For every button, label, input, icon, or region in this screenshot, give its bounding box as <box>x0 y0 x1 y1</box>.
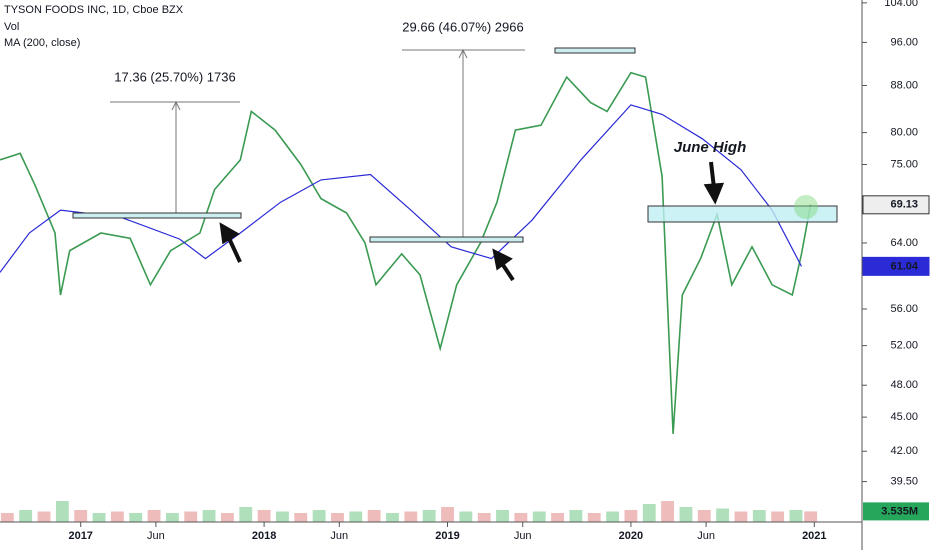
volume-bar <box>129 513 143 522</box>
volume-bar <box>0 513 14 522</box>
drawings <box>72 47 838 243</box>
volume-bar <box>514 513 528 522</box>
volume-bar <box>496 510 509 522</box>
volume-bar <box>532 511 546 522</box>
arrowhead <box>703 182 725 205</box>
y-tick-label: 88.00 <box>890 79 918 91</box>
x-tick-label: Jun <box>697 530 715 542</box>
volume-bar <box>294 513 308 522</box>
volume-value-box <box>863 502 929 521</box>
volume-bar <box>569 510 583 522</box>
volume-bar <box>422 510 436 522</box>
x-tick-label: 2019 <box>435 530 459 542</box>
volume-bar <box>804 511 818 522</box>
series-layer <box>0 71 812 434</box>
x-tick-label: 2021 <box>802 530 826 542</box>
y-tick-label: 96.00 <box>890 36 918 48</box>
x-tick-label: Jun <box>514 530 532 542</box>
volume-bar <box>624 510 638 522</box>
volume-bar <box>606 511 619 522</box>
volume-bar <box>752 510 766 522</box>
y-tick-label: 80.00 <box>890 126 918 138</box>
volume-bar <box>587 513 601 522</box>
y-tick-label: 42.00 <box>890 445 918 457</box>
volume-bar <box>697 510 711 522</box>
y-tick-label: 52.00 <box>890 340 918 352</box>
resistance-level <box>554 47 636 54</box>
support-level <box>72 212 242 219</box>
axis-value-box <box>862 256 930 276</box>
volume-bar <box>312 510 326 522</box>
y-tick-label: 56.00 <box>890 303 918 315</box>
volume-layer <box>0 501 818 522</box>
volume-bar <box>202 510 216 522</box>
volume-bar <box>477 513 491 522</box>
y-tick-label: 64.00 <box>890 237 918 249</box>
arrowhead <box>219 222 240 245</box>
volume-bar <box>19 510 33 522</box>
axis-value-label: 61.04 <box>890 260 918 272</box>
arrowhead <box>492 248 513 271</box>
volume-bar <box>92 513 106 522</box>
volume-bar <box>349 511 363 522</box>
volume-bar <box>165 513 179 522</box>
volume-bar <box>257 510 271 522</box>
measure-arrow <box>171 100 181 111</box>
x-tick-label: Jun <box>330 530 348 542</box>
x-tick-label: Jun <box>147 530 165 542</box>
y-tick-label: 48.00 <box>890 379 918 391</box>
volume-bar <box>276 511 289 522</box>
y-tick-label: 104.00 <box>884 0 918 9</box>
volume-bar <box>642 504 656 522</box>
legend-title: TYSON FOODS INC, 1D, Cboe BZX <box>4 4 184 16</box>
volume-bar <box>789 510 803 522</box>
june-high-zone <box>647 205 838 223</box>
volume-bar <box>771 511 785 522</box>
volume-bar <box>679 507 693 522</box>
y-tick-label: 45.00 <box>890 411 918 423</box>
volume-bar <box>184 511 198 522</box>
axis-value-box <box>862 195 930 215</box>
volume-bar <box>37 511 51 522</box>
volume-bar <box>367 510 381 522</box>
volume-bar <box>386 513 399 522</box>
volume-bar <box>661 501 675 522</box>
volume-bar <box>551 513 564 522</box>
volume-value-label: 3.535M <box>881 505 918 517</box>
measure-label: 17.36 (25.70%) 1736 <box>114 69 235 84</box>
volume-bar <box>459 511 473 522</box>
y-tick-label: 75.00 <box>890 158 918 170</box>
x-tick-label: 2020 <box>619 530 643 542</box>
volume-bar <box>441 507 454 522</box>
june-high-label: June High <box>674 139 747 156</box>
volume-bar <box>734 511 748 522</box>
x-tick-label: 2018 <box>252 530 276 542</box>
volume-bar <box>55 501 69 522</box>
arrow <box>226 235 242 263</box>
y-tick-label: 39.50 <box>890 475 918 487</box>
volume-bar <box>147 510 161 522</box>
measure-label: 29.66 (46.07%) 2966 <box>402 19 523 34</box>
volume-bar <box>74 510 88 522</box>
support-level <box>369 236 524 243</box>
x-tick-label: 2017 <box>68 530 92 542</box>
price-line <box>0 104 803 273</box>
volume-bar <box>331 513 344 522</box>
measure-arrow <box>458 48 468 59</box>
legend-volume: Vol <box>4 21 19 33</box>
volume-bar <box>221 513 234 522</box>
axis-value-label: 69.13 <box>890 199 918 211</box>
price-line <box>0 71 812 434</box>
volume-bar <box>404 511 418 522</box>
arrows <box>219 161 725 282</box>
volume-bar <box>716 508 730 522</box>
volume-bar <box>110 511 124 522</box>
highlight-circle <box>794 195 818 219</box>
volume-bar <box>239 507 253 522</box>
legend-ma: MA (200, close) <box>4 37 80 49</box>
